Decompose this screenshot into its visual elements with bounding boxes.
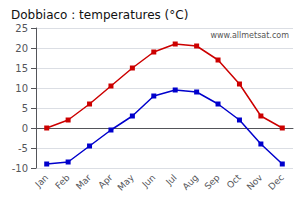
svg-text:Feb: Feb bbox=[53, 172, 72, 191]
svg-text:Oct: Oct bbox=[225, 172, 243, 190]
svg-text:Aug: Aug bbox=[181, 172, 200, 191]
svg-text:-10: -10 bbox=[12, 163, 28, 174]
svg-text:Nov: Nov bbox=[245, 172, 265, 192]
svg-text:Mar: Mar bbox=[74, 172, 93, 191]
svg-text:www.allmetsat.com: www.allmetsat.com bbox=[211, 31, 290, 40]
svg-text:Dec: Dec bbox=[266, 172, 285, 191]
svg-text:Jun: Jun bbox=[140, 172, 158, 190]
svg-text:Jul: Jul bbox=[163, 172, 178, 187]
svg-text:Dobbiaco : temperatures (°C): Dobbiaco : temperatures (°C) bbox=[11, 8, 188, 22]
svg-text:25: 25 bbox=[15, 23, 28, 34]
svg-text:15: 15 bbox=[15, 63, 28, 74]
svg-text:5: 5 bbox=[22, 103, 28, 114]
svg-text:May: May bbox=[116, 172, 137, 193]
svg-text:Sep: Sep bbox=[203, 172, 222, 191]
svg-text:10: 10 bbox=[15, 83, 28, 94]
svg-text:0: 0 bbox=[22, 123, 28, 134]
svg-text:Jan: Jan bbox=[33, 172, 51, 190]
svg-text:20: 20 bbox=[15, 43, 28, 54]
svg-text:-5: -5 bbox=[18, 143, 28, 154]
svg-text:Apr: Apr bbox=[96, 172, 114, 190]
